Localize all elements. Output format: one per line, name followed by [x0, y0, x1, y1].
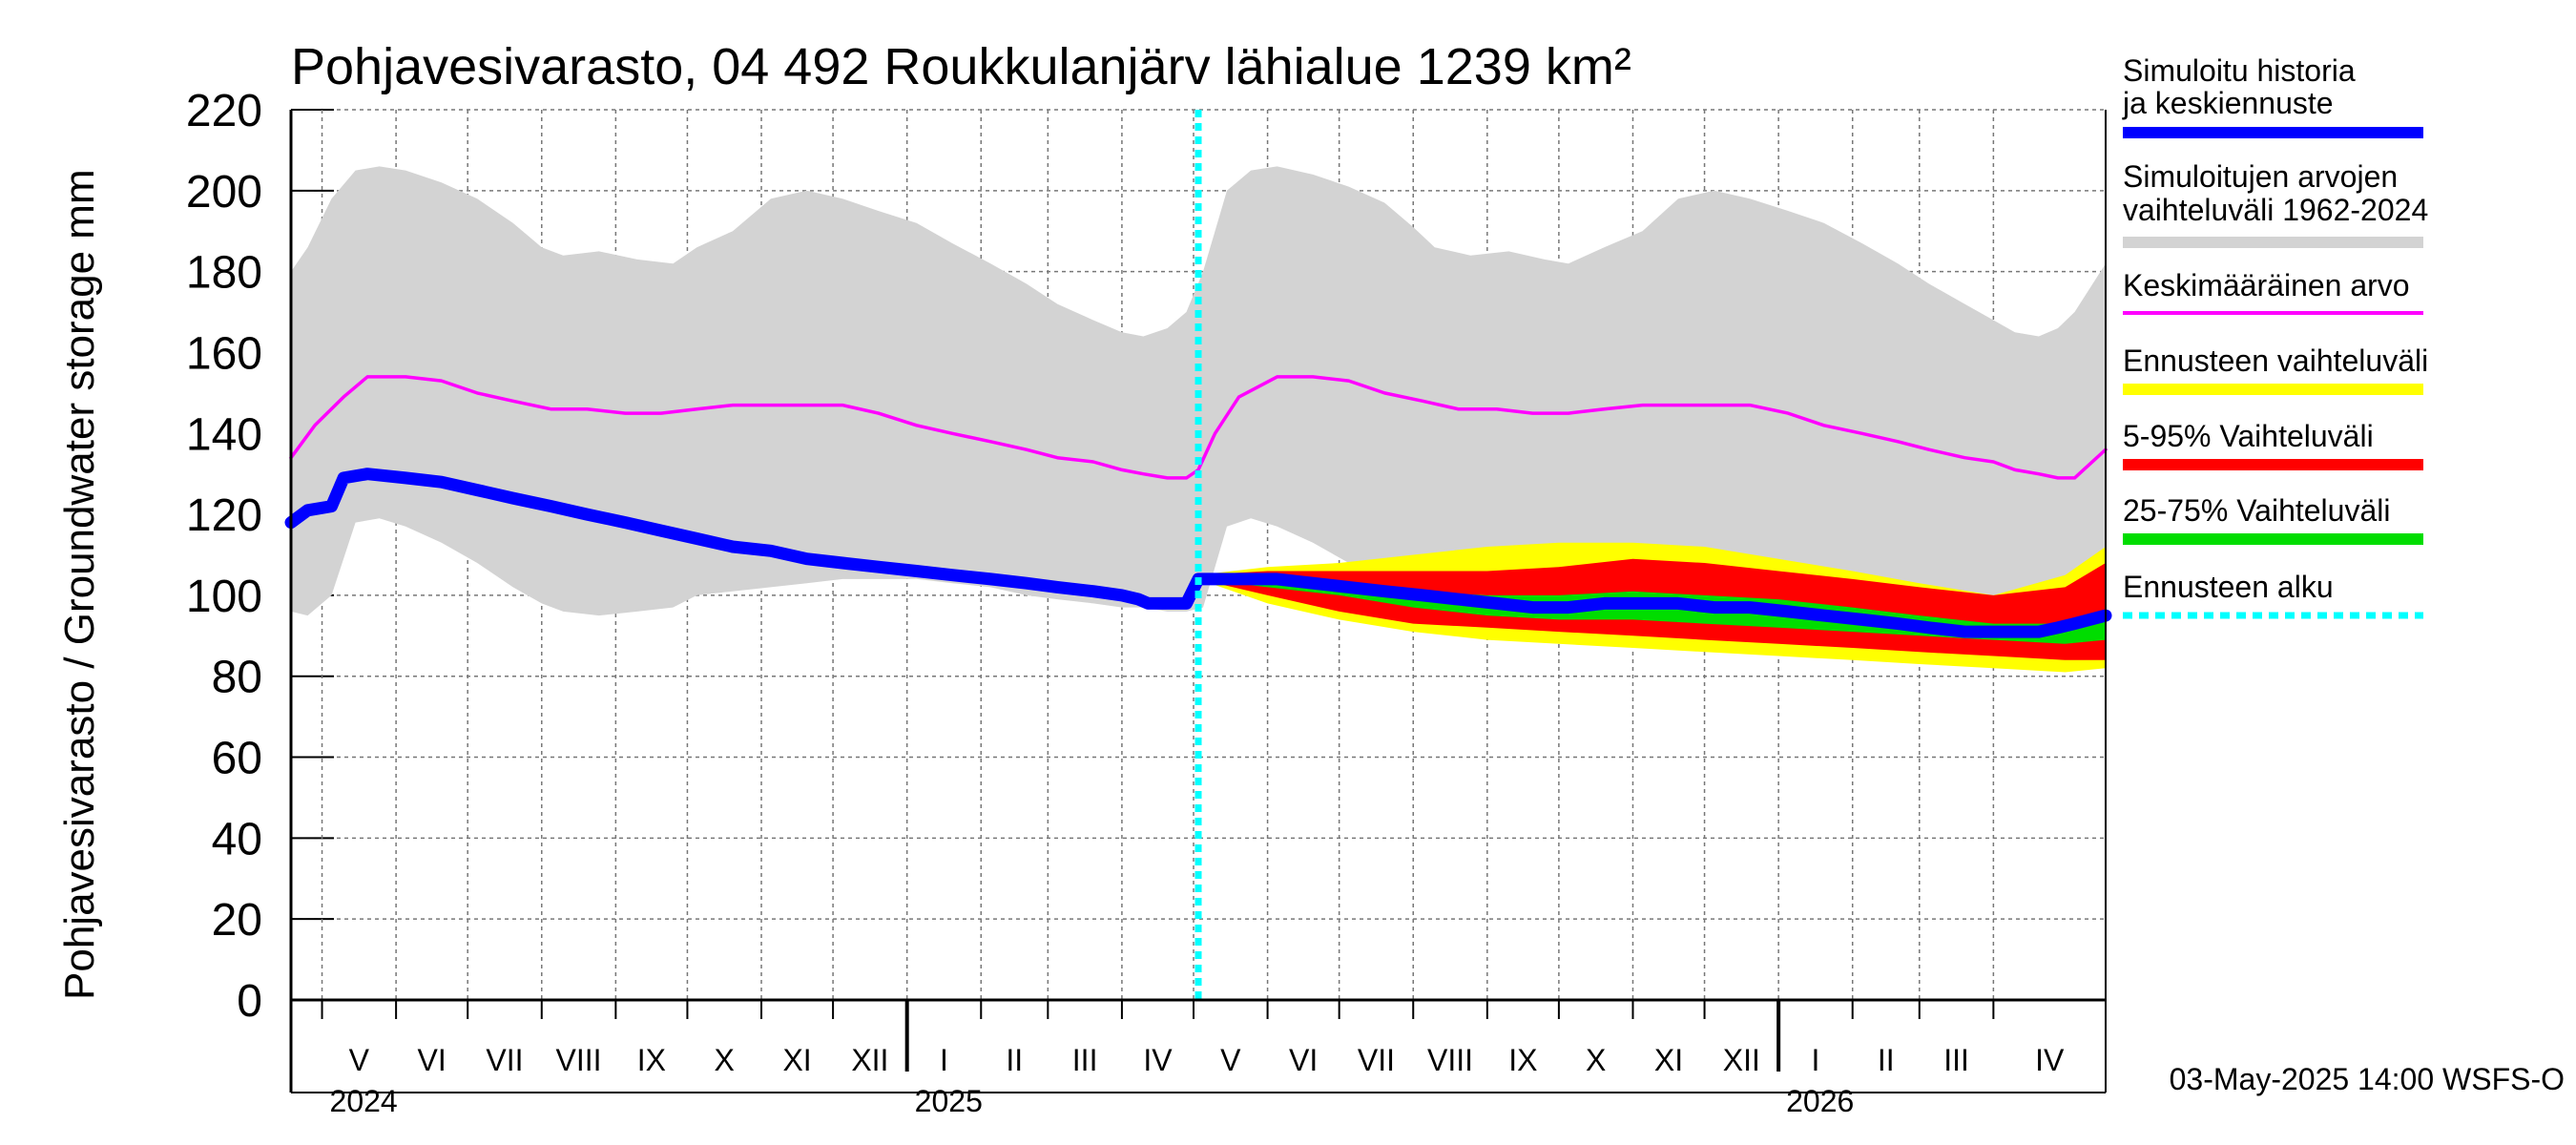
- month-label: X: [715, 1043, 735, 1077]
- month-label: XII: [1723, 1043, 1760, 1077]
- legend-label: 5-95% Vaihteluväli: [2123, 419, 2374, 453]
- month-label: IX: [637, 1043, 666, 1077]
- month-label: II: [1006, 1043, 1023, 1077]
- mean-line: [289, 375, 2108, 480]
- month-label: XI: [1654, 1043, 1683, 1077]
- year-label: 2026: [1786, 1084, 1854, 1118]
- y-tick-label: 80: [212, 653, 262, 703]
- legend-label: Simuloitu historia: [2123, 53, 2356, 88]
- y-tick-label: 220: [186, 86, 262, 136]
- month-label: V: [1220, 1043, 1241, 1077]
- footer-timestamp: 03-May-2025 14:00 WSFS-O: [2170, 1062, 2565, 1096]
- legend-label: Ennusteen alku: [2123, 570, 2334, 604]
- legend-label: vaihteluväli 1962-2024: [2123, 193, 2428, 227]
- month-label: VI: [1289, 1043, 1318, 1077]
- legend-label: Ennusteen vaihteluväli: [2123, 344, 2428, 378]
- month-label: III: [1943, 1043, 1969, 1077]
- y-tick-label: 200: [186, 167, 262, 218]
- month-label: X: [1586, 1043, 1606, 1077]
- y-tick-label: 120: [186, 490, 262, 541]
- y-tick-label: 140: [186, 409, 262, 460]
- month-label: IX: [1508, 1043, 1537, 1077]
- y-tick-label: 60: [212, 734, 262, 784]
- month-label: IV: [2035, 1043, 2065, 1077]
- month-label: V: [349, 1043, 370, 1077]
- legend-label: 25-75% Vaihteluväli: [2123, 493, 2390, 528]
- y-axis-label: Pohjavesivarasto / Groundwater storage m…: [56, 169, 103, 1000]
- simulated-line: [284, 468, 2112, 638]
- month-label: VII: [486, 1043, 523, 1077]
- month-label: II: [1878, 1043, 1895, 1077]
- legend-label: Simuloitujen arvojen: [2123, 159, 2398, 194]
- y-tick-label: 40: [212, 814, 262, 864]
- year-label: 2024: [330, 1084, 398, 1118]
- legend-label: Keskimääräinen arvo: [2123, 268, 2410, 302]
- month-label: VIII: [556, 1043, 602, 1077]
- y-tick-label: 160: [186, 328, 262, 379]
- month-label: VII: [1358, 1043, 1395, 1077]
- year-label: 2025: [915, 1084, 983, 1118]
- month-label: XII: [851, 1043, 888, 1077]
- month-label: III: [1072, 1043, 1098, 1077]
- month-label: I: [1811, 1043, 1819, 1077]
- y-tick-label: 180: [186, 248, 262, 299]
- chart-title: Pohjavesivarasto, 04 492 Roukkulanjärv l…: [291, 38, 1631, 95]
- month-label: IV: [1143, 1043, 1173, 1077]
- month-label: XI: [782, 1043, 811, 1077]
- y-tick-label: 100: [186, 572, 262, 622]
- legend-label: ja keskiennuste: [2122, 86, 2334, 120]
- month-label: VIII: [1427, 1043, 1473, 1077]
- y-tick-label: 20: [212, 895, 262, 946]
- month-label: I: [940, 1043, 948, 1077]
- month-label: VI: [418, 1043, 447, 1077]
- y-tick-label: 0: [237, 976, 262, 1027]
